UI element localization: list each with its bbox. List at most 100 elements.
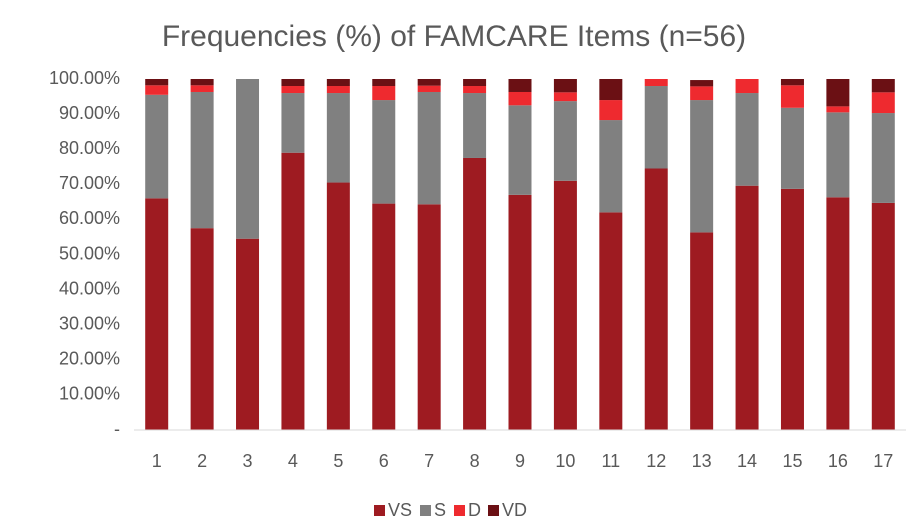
bar-segment [644, 168, 668, 430]
bar-segment [553, 92, 577, 102]
bar-segment [417, 85, 441, 92]
bar-segment [190, 91, 214, 229]
legend-label: D [468, 500, 481, 520]
bar-segment [826, 112, 850, 198]
x-tick-label: 8 [470, 451, 480, 471]
bar-segment [463, 79, 487, 87]
x-tick-label: 3 [243, 451, 253, 471]
bar-segment [190, 79, 214, 86]
x-tick-label: 11 [601, 451, 620, 471]
bar-segment [826, 106, 850, 113]
bar-segment [644, 79, 668, 87]
x-tick-label: 2 [197, 451, 207, 471]
bar-segment [780, 107, 804, 189]
bar-segment [463, 93, 487, 158]
bar-segment [236, 79, 260, 239]
bar-segment [599, 120, 623, 213]
bar-segment [826, 79, 850, 107]
legend-swatch [420, 505, 431, 516]
x-tick-label: 6 [379, 451, 389, 471]
x-tick-label: 9 [515, 451, 525, 471]
bar-segment [145, 79, 169, 86]
bar-segment [417, 204, 441, 430]
bar-segment [780, 188, 804, 430]
bar-segment [780, 79, 804, 86]
bar-segment [372, 86, 396, 101]
bar-segment [281, 86, 305, 94]
bar-segment [326, 86, 350, 94]
legend-swatch [454, 505, 465, 516]
x-tick-label: 17 [873, 451, 893, 471]
bar-segment [508, 194, 532, 430]
bar-segment [190, 228, 214, 430]
y-tick-label: 20.00% [59, 349, 120, 369]
bar-segment [508, 91, 532, 106]
bar-segment [372, 100, 396, 204]
bar-segment [281, 79, 305, 87]
bar-segment [145, 94, 169, 199]
bar-segment [871, 202, 895, 430]
x-tick-label: 14 [737, 451, 757, 471]
bar-segment [508, 105, 532, 195]
bar-segment [553, 180, 577, 430]
bar-segment [599, 79, 623, 101]
y-tick-label: 100.00% [49, 68, 120, 88]
legend-label: VD [502, 500, 527, 520]
bar-segment [690, 80, 714, 87]
bar-segment [145, 198, 169, 430]
legend-swatch [488, 505, 499, 516]
x-tick-label: 7 [424, 451, 434, 471]
bar-segment [735, 79, 759, 94]
bar-segment [871, 113, 895, 203]
x-tick-label: 10 [555, 451, 575, 471]
bar-segment [871, 92, 895, 114]
legend-label: S [434, 500, 446, 520]
bar-segment [690, 86, 714, 101]
y-tick-label: 90.00% [59, 103, 120, 123]
y-tick-label: 60.00% [59, 208, 120, 228]
y-tick-label: 40.00% [59, 278, 120, 298]
y-tick-label: 80.00% [59, 138, 120, 158]
bar-segment [735, 93, 759, 186]
bar-segment [417, 91, 441, 205]
bar-segment [372, 203, 396, 430]
bar-segment [826, 197, 850, 430]
x-tick-label: 4 [288, 451, 298, 471]
bar-segment [281, 152, 305, 430]
y-tick-label: 70.00% [59, 173, 120, 193]
x-tick-label: 5 [333, 451, 343, 471]
bar-segment [372, 79, 396, 87]
bar-segment [281, 93, 305, 153]
bar-segment [553, 101, 577, 181]
y-tick-label: - [114, 419, 120, 439]
y-tick-label: 50.00% [59, 243, 120, 263]
legend-swatch [374, 505, 385, 516]
bar-segment [190, 85, 214, 92]
bar-segment [326, 93, 350, 183]
chart-title: Frequencies (%) of FAMCARE Items (n=56) [162, 20, 746, 53]
bar-segment [463, 157, 487, 430]
y-tick-label: 10.00% [59, 384, 120, 404]
x-tick-label: 12 [646, 451, 666, 471]
bar-segment [780, 85, 804, 108]
bar-segment [326, 79, 350, 87]
x-tick-label: 16 [828, 451, 848, 471]
bar-segment [463, 86, 487, 94]
bar-segment [599, 100, 623, 121]
x-tick-label: 15 [782, 451, 802, 471]
bar-segment [326, 182, 350, 430]
bar-segment [871, 79, 895, 93]
bar-segment [599, 212, 623, 430]
bar-segment [690, 100, 714, 233]
bar-segment [236, 238, 260, 430]
x-tick-label: 13 [692, 451, 712, 471]
bar-segment [553, 79, 577, 93]
x-tick-label: 1 [152, 451, 162, 471]
y-tick-label: 30.00% [59, 313, 120, 333]
bar-segment [644, 86, 668, 169]
bar-segment [508, 79, 532, 92]
bar-segment [735, 185, 759, 430]
bar-segment [145, 85, 169, 95]
